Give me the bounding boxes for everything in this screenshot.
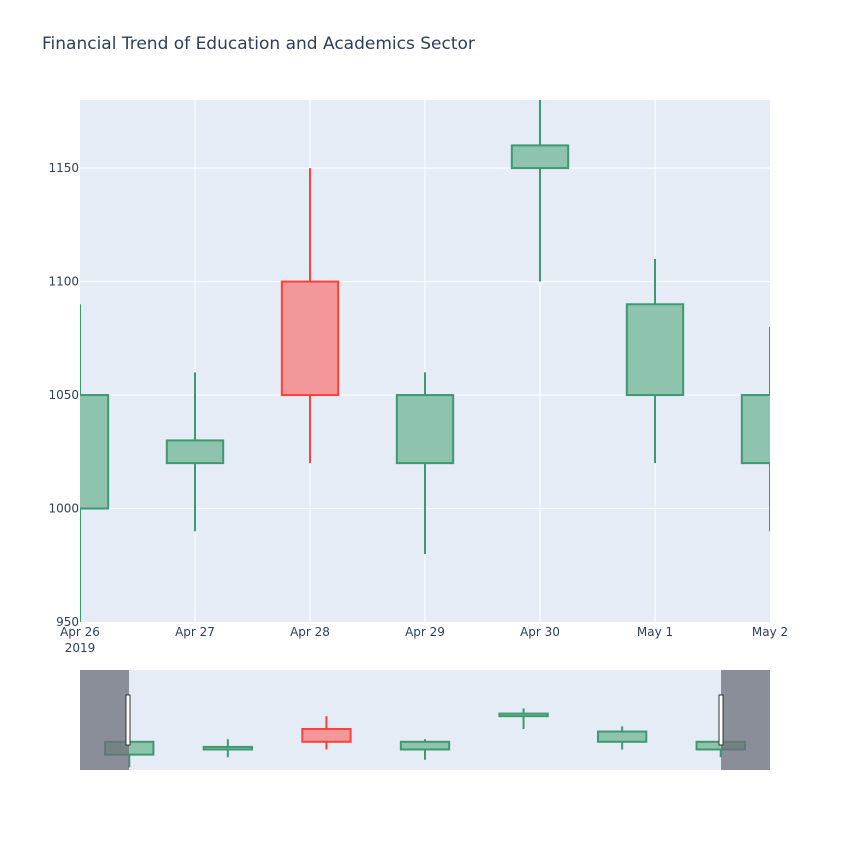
slider-candle-body [399,740,451,751]
candle-increasing [625,303,685,397]
candle-increasing [510,144,570,170]
range-slider-right-mask [721,670,770,770]
x-tick-label: May 1 [637,625,673,639]
range-slider-left-handle[interactable] [125,694,131,746]
x-axis-year-label: 2019 [65,641,96,655]
candle-decreasing [280,280,340,397]
y-tick-label: 1150 [48,161,79,175]
slider-candle-body [596,730,648,743]
y-axis: 950 1000 1050 1100 1150 [48,161,79,629]
y-tick-label: 1050 [48,388,79,402]
candle-increasing [80,394,110,510]
x-tick-label: Apr 27 [175,625,215,639]
x-tick-label: Apr 28 [290,625,330,639]
slider-candle-body [498,712,549,718]
y-tick-label: 1000 [48,502,79,516]
x-tick-label: Apr 26 [60,625,100,639]
x-tick-label: Apr 29 [405,625,445,639]
range-slider[interactable] [80,670,770,770]
x-tick-label: Apr 30 [520,625,560,639]
range-slider-left-mask [80,670,129,770]
x-axis: Apr 26 Apr 27 Apr 28 Apr 29 Apr 30 May 1 May 2 [60,625,788,639]
slider-candle-body [301,727,352,743]
slider-candle-body [202,745,254,751]
x-tick-label: May 2 [752,625,788,639]
candle-increasing [395,394,455,465]
y-tick-label: 950 [56,615,79,629]
candle-increasing [740,394,770,465]
range-slider-right-handle[interactable] [718,694,724,746]
y-tick-label: 1100 [48,275,79,289]
candle-increasing [165,439,225,465]
chart-title: Financial Trend of Education and Academi… [42,34,475,54]
candles [80,100,770,622]
